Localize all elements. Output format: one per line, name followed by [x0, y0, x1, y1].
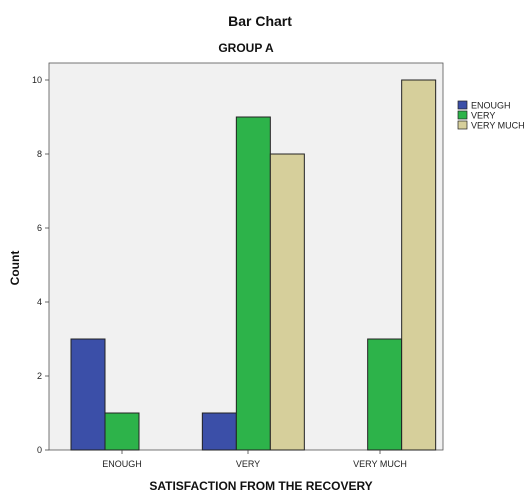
- bar-very-much-very: [367, 338, 403, 451]
- x-axis-label: SATISFACTION FROM THE RECOVERY: [149, 479, 372, 493]
- chart-title: Bar Chart: [228, 13, 292, 29]
- legend-label: VERY MUCH: [471, 121, 525, 131]
- bar-very-much-very-much: [401, 79, 437, 451]
- x-tick-label: VERY: [236, 459, 260, 469]
- bar-very-very-much: [269, 153, 305, 451]
- y-tick-label: 6: [37, 223, 42, 233]
- x-tick-label: VERY MUCH: [353, 459, 407, 469]
- legend-swatch: [457, 100, 468, 110]
- legend-label: VERY: [471, 111, 495, 121]
- legend-swatch: [457, 110, 468, 120]
- bar-series: [70, 79, 437, 451]
- y-tick-label: 2: [37, 371, 42, 381]
- chart-subtitle: GROUP A: [218, 41, 274, 55]
- bar-very-enough: [201, 412, 237, 451]
- x-axis-categories: ENOUGH VERY VERY MUCH: [102, 450, 407, 469]
- y-tick-label: 0: [37, 445, 42, 455]
- y-axis-label: Count: [8, 251, 22, 286]
- y-axis-ticks: 0 2 4 6 8 10: [32, 75, 49, 455]
- y-tick-label: 4: [37, 297, 42, 307]
- bar-enough-very: [104, 412, 140, 451]
- y-tick-label: 10: [32, 75, 42, 85]
- x-tick-label: ENOUGH: [102, 459, 142, 469]
- legend-swatch: [457, 120, 468, 130]
- bar-very-very: [235, 116, 271, 451]
- legend-label: ENOUGH: [471, 101, 511, 111]
- bar-enough-enough: [70, 338, 106, 451]
- y-tick-label: 8: [37, 149, 42, 159]
